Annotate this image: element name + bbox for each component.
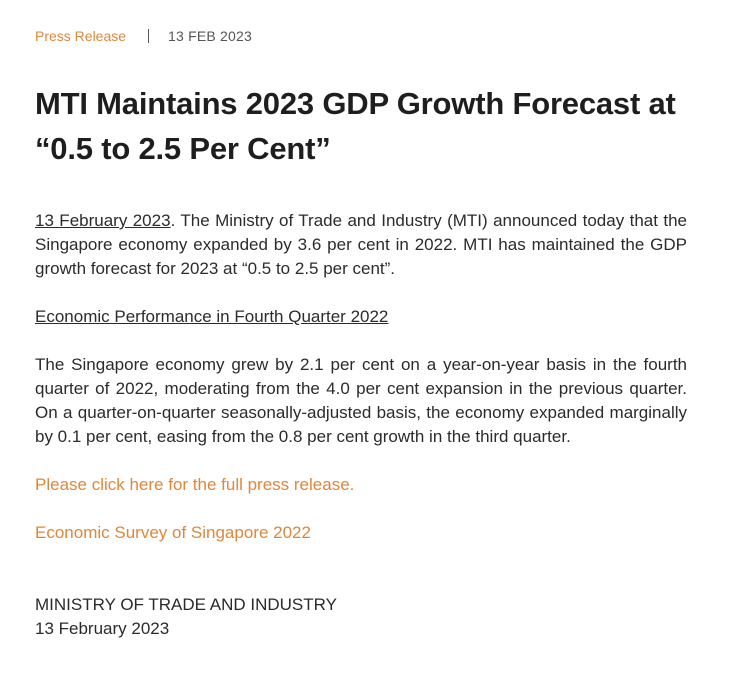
intro-text: . The Ministry of Trade and Industry (MT… [35,211,687,278]
intro-paragraph: 13 February 2023. The Ministry of Trade … [35,209,687,281]
publish-date: 13 FEB 2023 [168,28,252,44]
section-heading-row: Economic Performance in Fourth Quarter 2… [35,305,687,329]
survey-link-row: Economic Survey of Singapore 2022 [35,521,687,545]
category-label[interactable]: Press Release [35,28,127,44]
article-meta: Press Release 13 FEB 2023 [35,27,252,45]
section-heading: Economic Performance in Fourth Quarter 2… [35,307,389,326]
page-title: MTI Maintains 2023 GDP Growth Forecast a… [35,86,676,166]
intro-date-link[interactable]: 13 February 2023 [35,211,171,230]
signature-date: 13 February 2023 [35,619,170,638]
performance-paragraph: The Singapore economy grew by 2.1 per ce… [35,355,687,446]
signature-block: MINISTRY OF TRADE AND INDUSTRY 13 Februar… [35,593,687,641]
full-press-release-link[interactable]: Please click here for the full press rel… [35,475,355,494]
press-release-link-row: Please click here for the full press rel… [35,473,687,497]
signature-org: MINISTRY OF TRADE AND INDUSTRY [35,595,337,614]
economic-survey-link[interactable]: Economic Survey of Singapore 2022 [35,523,311,542]
meta-divider [148,29,150,43]
article-body: 13 February 2023. The Ministry of Trade … [35,209,687,665]
